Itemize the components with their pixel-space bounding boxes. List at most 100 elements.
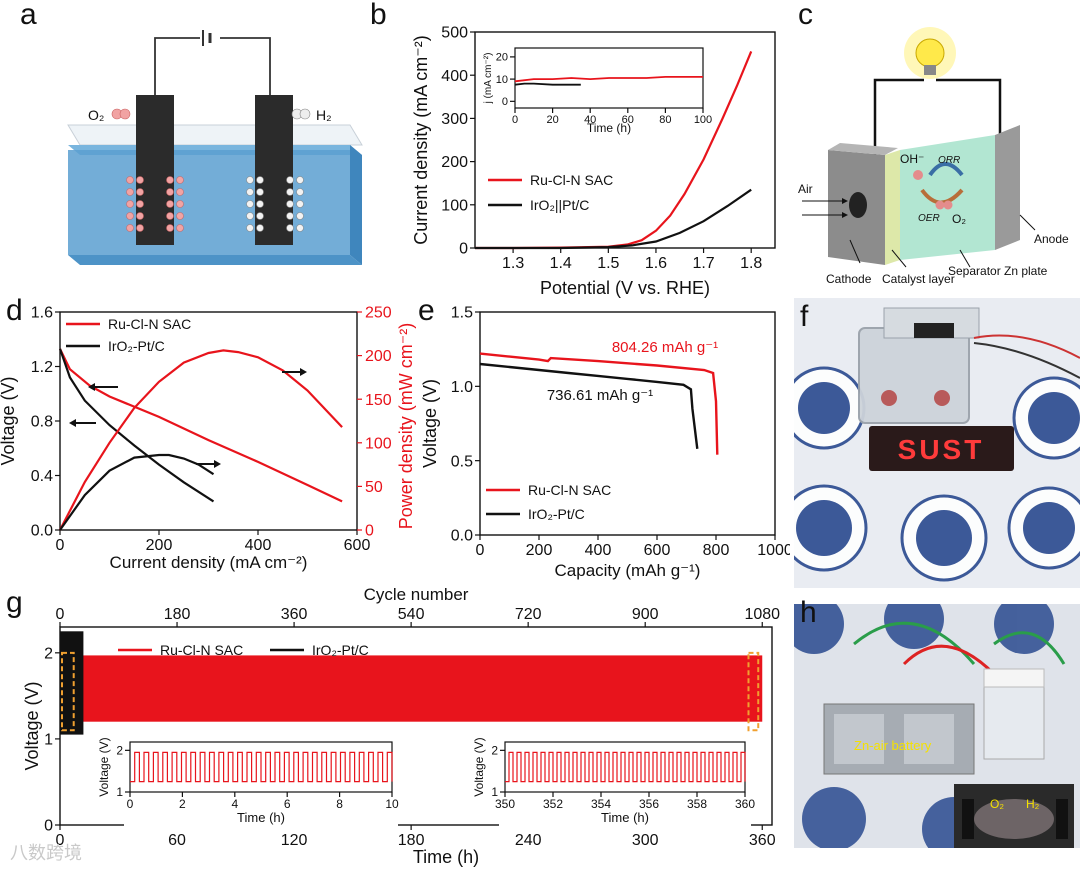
y-axis-tick-label: 1.0: [451, 379, 473, 396]
legend-item-1-label: IrO₂-Pt/C: [108, 338, 165, 354]
x-axis-tick-label: 0: [56, 832, 65, 849]
y-axis-tick-label: 0: [459, 241, 468, 258]
inset-1-y-axis-tick-label: 1: [491, 785, 498, 799]
x-axis-tick-label: 0: [56, 537, 65, 554]
y2-axis-tick-label: 200: [365, 348, 392, 365]
x2-axis-tick-label: 540: [398, 606, 425, 623]
x2-axis-tick-label: 180: [164, 606, 191, 623]
x-axis-label: Potential (V vs. RHE): [540, 278, 710, 298]
inset-x-axis-tick-label: 0: [512, 114, 518, 126]
inset-0-y-axis-tick-label: 1: [116, 785, 123, 799]
y-axis-tick-label: 400: [441, 68, 468, 85]
inset-1-x-axis-tick-label: 360: [735, 797, 755, 811]
panel-letter-g: g: [6, 586, 23, 619]
y2-axis-tick-label: 50: [365, 479, 383, 496]
bulb-base: [924, 65, 936, 75]
label-air: Air: [798, 182, 813, 196]
series-line-1: [479, 362, 699, 449]
y-axis-tick-label: 0: [44, 818, 53, 835]
inset-1-trace: [505, 751, 746, 783]
label-h2: H₂: [316, 107, 332, 123]
wires: [853, 621, 1066, 676]
x-axis-tick-label: 120: [281, 832, 308, 849]
x-axis-tick-label: 600: [644, 542, 671, 559]
label-separator: Separator: [948, 264, 1001, 278]
orr-arrow: [928, 162, 964, 177]
y-axis-label: Voltage (V): [420, 379, 440, 468]
inset-label-h2: H₂: [1026, 797, 1040, 811]
inset-1-x-label: Time (h): [601, 810, 649, 825]
panel-letter-c: c: [798, 0, 813, 31]
voltage-line-1: [58, 348, 215, 503]
panel-letter-d: d: [6, 294, 23, 327]
x-axis-label: Time (h): [413, 847, 479, 867]
x-axis-label: Capacity (mAh g⁻¹): [555, 561, 701, 580]
h2-bubbles: [246, 176, 304, 232]
o2-molecule-icon: [119, 108, 131, 120]
inset-0-x-axis-tick-label: 2: [179, 797, 186, 811]
inset-y-axis-tick-label: 20: [496, 52, 508, 64]
x-axis-tick-label: 400: [585, 542, 612, 559]
x2-axis-tick-label: 0: [56, 606, 65, 623]
x-axis-tick-label: 240: [515, 832, 542, 849]
electrode-right: [255, 95, 293, 245]
label-catalyst: Catalyst layer: [882, 272, 955, 286]
highlight-box-end: [747, 651, 760, 732]
arrow-left-black-head: [69, 419, 76, 427]
o2-molecule-icon: [935, 200, 945, 210]
electrolyte: [900, 135, 995, 260]
inset-0-trace: [130, 751, 393, 783]
x-axis-tick-label: 1.3: [502, 255, 524, 272]
inset-series-0: [514, 76, 703, 83]
catalyst-layer: [885, 150, 900, 265]
x-axis-tick-label: 800: [703, 542, 730, 559]
water-body: [68, 150, 350, 255]
tank-top: [67, 124, 363, 146]
panel-letter-b: b: [370, 0, 387, 31]
legend-item-1-label: IrO₂-Pt/C: [528, 506, 585, 522]
y-axis-tick-label: 0.5: [451, 453, 473, 470]
legend-item-1-label: IrO₂||Pt/C: [530, 197, 589, 213]
inset-1-x-axis-tick-label: 352: [543, 797, 563, 811]
x-axis-tick-label: 1.5: [597, 255, 619, 272]
led-text: SUST: [898, 434, 985, 465]
inset-0-x-axis-tick-label: 8: [336, 797, 343, 811]
y-axis-tick-label: 500: [441, 25, 468, 42]
inset-label-o2: O₂: [990, 797, 1004, 811]
o2-molecule-icon: [943, 200, 953, 210]
y2-axis-tick-label: 250: [365, 305, 392, 322]
panel-letter-f: f: [800, 300, 809, 333]
label-oh: OH⁻: [900, 152, 924, 166]
inset-x-axis-tick-label: 80: [659, 114, 671, 126]
x2-axis-label: Cycle number: [364, 585, 469, 604]
y-axis-tick-label: 0.4: [31, 468, 53, 485]
y-axis-label: Voltage (V): [0, 376, 18, 465]
y-axis-tick-label: 0.0: [31, 523, 53, 540]
label-o2: O₂: [952, 212, 966, 226]
wire: [154, 37, 271, 95]
cathode-face: [828, 143, 898, 155]
series-line-0: [479, 352, 719, 455]
inset-y-axis-tick-label: 0: [502, 96, 508, 108]
air-hole: [849, 192, 867, 218]
water-side: [350, 145, 362, 265]
arrow-right-red-head: [300, 368, 307, 376]
y2-axis-tick-label: 150: [365, 392, 392, 409]
x2-axis-tick-label: 900: [632, 606, 659, 623]
x-axis-tick-label: 1000: [757, 542, 790, 559]
x-axis-tick-label: 1.6: [645, 255, 667, 272]
o2-bubbles: [126, 176, 184, 232]
inset-0-x-axis-tick-label: 4: [231, 797, 238, 811]
inset-0-x-axis-tick-label: 10: [385, 797, 399, 811]
inset-0-x-label: Time (h): [237, 810, 285, 825]
inset-x-axis-tick-label: 100: [694, 114, 712, 126]
y2-axis-label: Power density (mW cm⁻²): [396, 323, 416, 530]
legend-item-0-label: Ru-Cl-N SAC: [530, 172, 613, 188]
panel-h-photo: Zn-air battery O₂ H₂: [794, 604, 1080, 848]
x-axis-tick-label: 200: [146, 537, 173, 554]
voltage-line-0: [59, 348, 343, 503]
y-axis-label: Current density (mA cm⁻²): [411, 35, 431, 245]
battery-label: Zn-air battery: [854, 738, 932, 753]
panel-letter-e: e: [418, 294, 435, 327]
battery-device: [858, 307, 1080, 424]
